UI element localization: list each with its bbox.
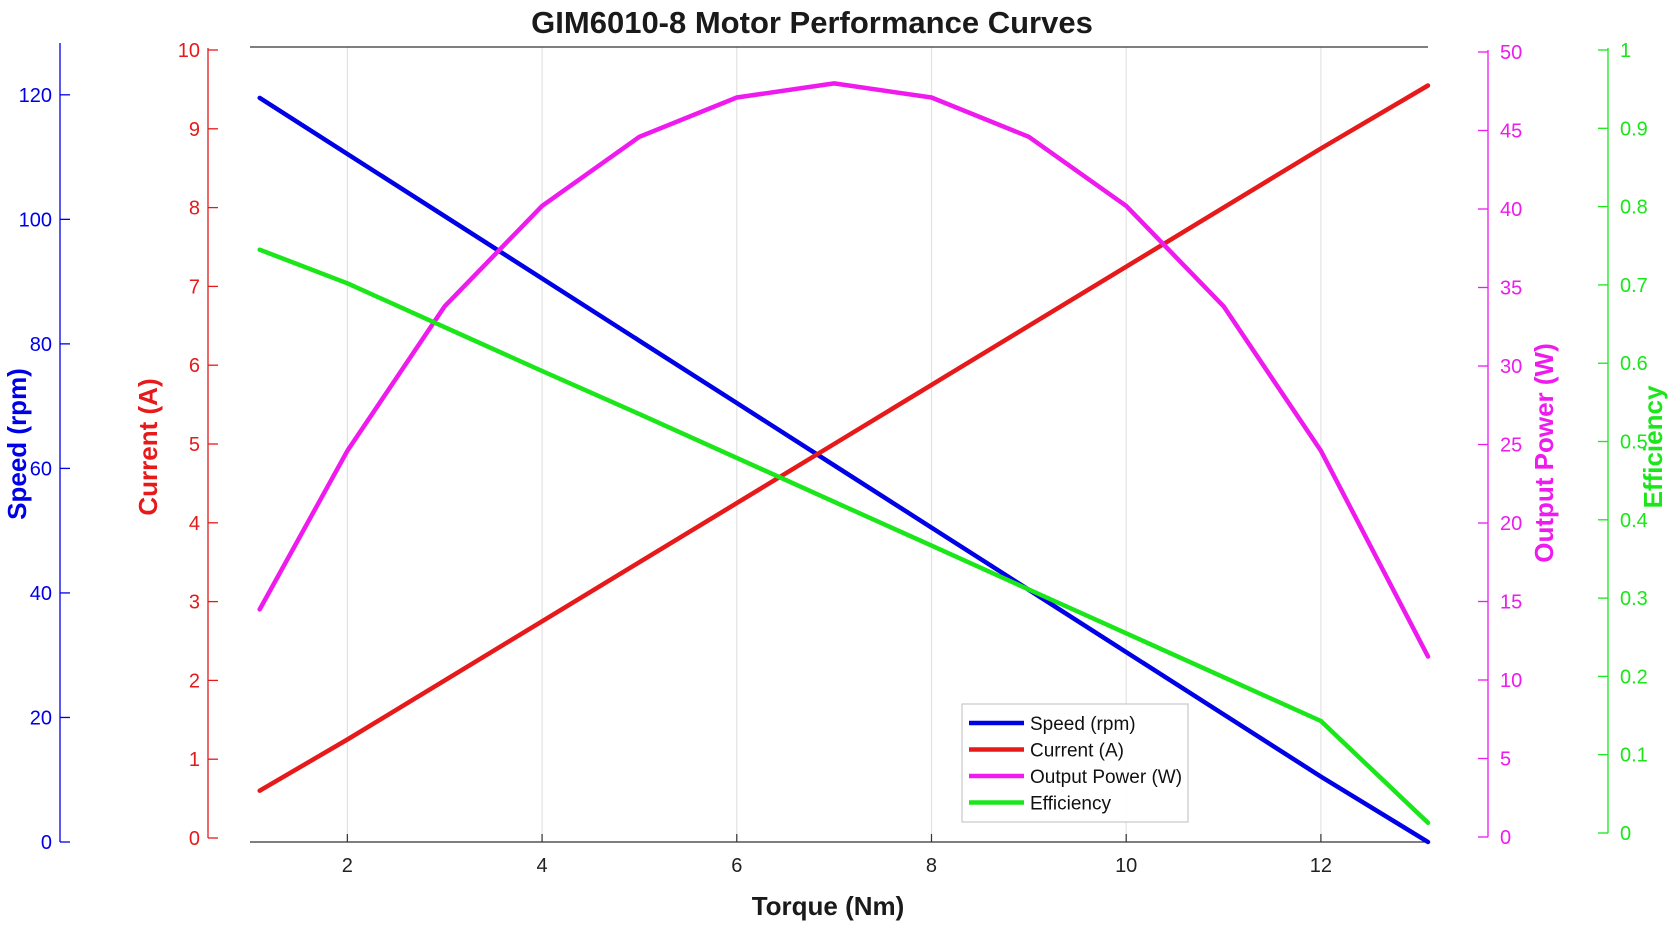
efficiency-tick-label: 0.8: [1620, 197, 1648, 219]
power-tick-label: 15: [1500, 592, 1522, 614]
current-tick-label: 5: [189, 434, 200, 456]
power-tick-label: 50: [1500, 42, 1522, 64]
x-tick-label: 6: [731, 855, 742, 877]
legend-entry: Speed (rpm): [1030, 714, 1136, 735]
speed-tick-label: 120: [19, 85, 52, 107]
x-axis: 2 4 6 8 10 12: [342, 834, 1332, 877]
current-tick-label: 0: [189, 828, 200, 850]
efficiency-tick-label: 0.3: [1620, 588, 1648, 610]
x-axis-label: Torque (Nm): [752, 891, 905, 921]
series-line-efficiency: [257, 247, 1431, 826]
x-tick-label: 4: [537, 855, 548, 877]
efficiency-tick-label: 1: [1620, 40, 1631, 62]
current-tick-label: 10: [178, 40, 200, 62]
x-tick-label: 10: [1115, 855, 1137, 877]
efficiency-tick-label: 0.2: [1620, 666, 1648, 688]
power-axis: 0 5 10 15 20 25 30 35 40 45 50 Output Power (W): [1478, 42, 1559, 849]
x-tick-label: 2: [342, 855, 353, 877]
x-tick-label: 8: [926, 855, 937, 877]
efficiency-tick-label: 0.1: [1620, 745, 1648, 767]
series-line-current: [257, 83, 1431, 793]
efficiency-axis: 0 0.1 0.2 0.3 0.4 0.5 0.6 0.7 0.8 0.9 1 Efficiency: [1598, 40, 1668, 845]
efficiency-axis-label: Efficiency: [1638, 385, 1668, 508]
efficiency-tick-label: 0.7: [1620, 275, 1648, 297]
plot-frame: [250, 46, 1428, 843]
series-line-speed: [257, 95, 1431, 845]
speed-axis-label: Speed (rpm): [2, 368, 32, 520]
speed-tick-label: 40: [30, 583, 52, 605]
speed-tick-label: 60: [30, 458, 52, 480]
legend-entry: Efficiency: [1030, 794, 1111, 815]
grid-lines: [346, 47, 1322, 842]
legend-entry: Current (A): [1030, 741, 1124, 762]
efficiency-tick-label: 0.5: [1620, 432, 1648, 454]
efficiency-tick-label: 0.6: [1620, 353, 1648, 375]
speed-tick-label: 80: [30, 334, 52, 356]
x-tick-label: 12: [1310, 855, 1332, 877]
efficiency-tick-label: 0: [1620, 823, 1631, 845]
current-tick-label: 1: [189, 749, 200, 771]
current-tick-label: 9: [189, 119, 200, 141]
series-line-power: [257, 81, 1431, 659]
speed-tick-label: 0: [41, 832, 52, 854]
power-tick-label: 25: [1500, 435, 1522, 457]
efficiency-tick-label: 0.4: [1620, 510, 1648, 532]
current-tick-label: 8: [189, 198, 200, 220]
legend: Speed (rpm) Current (A) Output Power (W) Ef…: [961, 703, 1189, 823]
current-tick-label: 3: [189, 592, 200, 614]
current-tick-label: 2: [189, 670, 200, 692]
power-tick-label: 35: [1500, 278, 1522, 300]
current-axis: 0 1 2 3 4 5 6 7 8 9 10 Current (A): [133, 40, 218, 850]
speed-tick-label: 20: [30, 707, 52, 729]
power-tick-label: 40: [1500, 199, 1522, 221]
series-lines: [257, 81, 1431, 845]
current-tick-label: 6: [189, 355, 200, 377]
power-tick-label: 45: [1500, 121, 1522, 143]
legend-entry: Output Power (W): [1030, 767, 1182, 788]
current-axis-label: Current (A): [133, 378, 163, 515]
chart-title: GIM6010-8 Motor Performance Curves: [531, 5, 1093, 40]
speed-tick-label: 100: [19, 209, 52, 231]
efficiency-tick-label: 0.9: [1620, 118, 1648, 140]
speed-axis: 0 20 40 60 80 100 120 Speed (rpm): [2, 43, 70, 854]
power-tick-label: 20: [1500, 513, 1522, 535]
power-tick-label: 5: [1500, 749, 1511, 771]
current-tick-label: 7: [189, 276, 200, 298]
power-tick-label: 10: [1500, 670, 1522, 692]
power-axis-label: Output Power (W): [1529, 343, 1559, 563]
power-tick-label: 0: [1500, 827, 1511, 849]
power-tick-label: 30: [1500, 356, 1522, 378]
current-tick-label: 4: [189, 513, 200, 535]
